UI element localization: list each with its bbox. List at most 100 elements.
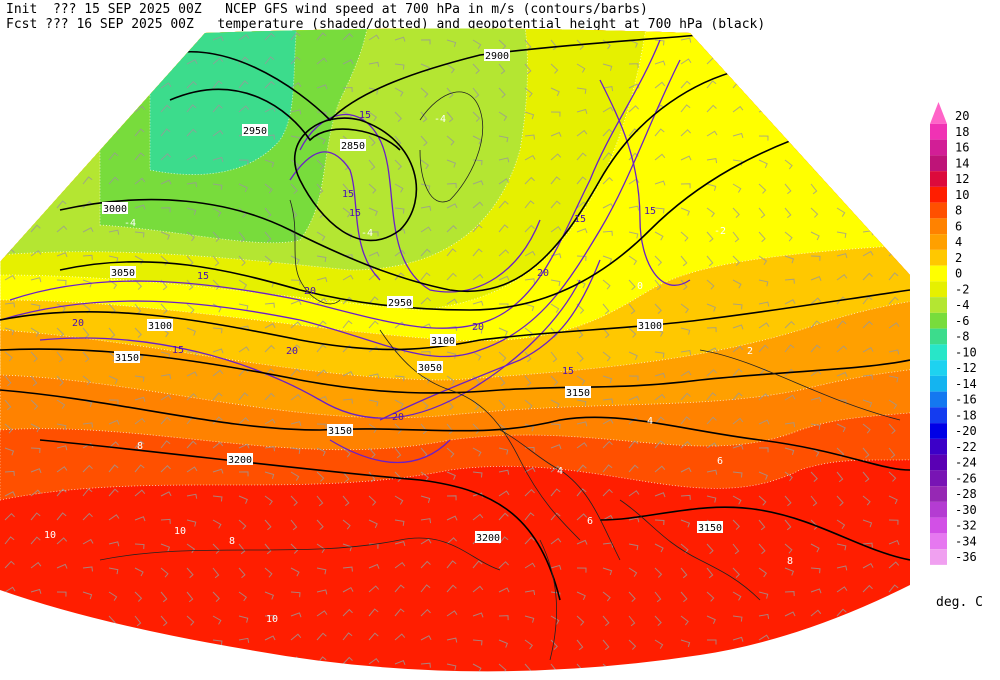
wind-barb [862,135,870,147]
wind-barb [394,584,405,593]
wind-barb [862,495,871,506]
wind-barb [758,32,769,41]
wind-barb [602,255,613,264]
wind-barb [82,227,94,233]
wind-barb [758,471,768,480]
wind-barb [160,543,171,552]
wind-barb [30,111,40,121]
wind-barb [30,468,42,474]
wind-barb [706,80,717,89]
wind-barb [524,200,535,209]
wind-barb [784,32,795,41]
wind-barb [30,447,41,454]
wind-barb [654,440,665,449]
height-label: 2950 [388,298,412,309]
wind-barb [316,395,328,401]
wind-barb [4,470,15,476]
wind-barb [394,633,406,641]
wind-barb [82,176,93,185]
wind-barb [30,327,40,337]
wind-barb [108,39,117,50]
wind-barb [264,615,275,621]
coastline [539,539,557,661]
wind-barb [212,156,224,162]
wind-barb [342,320,353,329]
wind-barb [524,250,536,257]
wind-barb [836,135,845,146]
wind-barb [888,471,897,482]
wind-barb [108,419,120,425]
wind-barb [550,399,560,409]
wind-barb [316,632,327,641]
wind-barb [862,207,873,216]
wind-barb [888,159,897,170]
wind-barb [420,39,431,45]
height-label: 3150 [698,523,722,534]
wind-barb [212,104,223,113]
wind-barb [498,63,506,75]
wind-barb [316,447,326,457]
height-label: 2900 [485,51,509,62]
wind-barb [30,375,38,387]
wind-barb [368,135,376,147]
wind-barb [472,111,481,122]
wind-barb [784,255,795,264]
wind-barb [654,180,666,186]
wind-barb [212,80,223,89]
wind-barb [654,492,666,498]
wind-barb [368,183,377,194]
label-bg [242,124,268,136]
wind-barb [862,608,873,617]
colorbar-swatch [930,265,947,282]
wind-barb [4,135,15,144]
wind-barb [238,105,250,113]
wind-barb [82,464,93,473]
wind-barb [524,351,532,363]
wind-barb [290,32,301,41]
wind-barb [472,612,484,618]
wind-barb [134,177,146,185]
wind-label: 15 [349,208,361,219]
height-label: 3100 [431,336,455,347]
wind-barb [654,519,665,526]
wind-barb [472,513,484,521]
wind-barb [134,279,143,290]
wind-barb [446,537,458,545]
wind-barb [186,371,198,377]
wind-barb [758,56,769,65]
wind-barb [472,273,484,281]
colorbar-swatch [930,202,947,219]
wind-barb [212,441,224,449]
wind-barb [108,229,120,235]
wind-barb [498,200,509,209]
wind-barb [810,588,822,594]
wind-barb [108,488,119,497]
wind-barb [186,59,198,65]
wind-label: 20 [472,322,484,333]
colorbar-swatch [930,423,947,439]
wind-barb [108,567,119,575]
wind-barb [732,105,744,113]
colorbar-swatch [930,155,947,172]
wind-label: 15 [574,214,586,225]
wind-barb [550,131,562,137]
wind-barb [186,279,194,291]
wind-barb [472,471,483,478]
wind-barb [472,87,480,99]
wind-label: 15 [562,366,574,377]
wind-barb [888,249,900,257]
wind-barb [56,399,66,409]
wind-barb [342,608,353,617]
colorbar-label: -4 [955,298,969,312]
wind-barb [420,518,432,524]
wind-barb [394,447,402,459]
wind-barb [680,279,688,291]
wind-barb [836,608,847,617]
wind-barb [576,513,588,521]
wind-barb [732,567,740,578]
wind-barb [732,368,743,377]
wind-barb [4,224,15,233]
wind-barb [784,299,796,305]
wind-barb [56,153,68,161]
wind-barb [212,369,224,377]
